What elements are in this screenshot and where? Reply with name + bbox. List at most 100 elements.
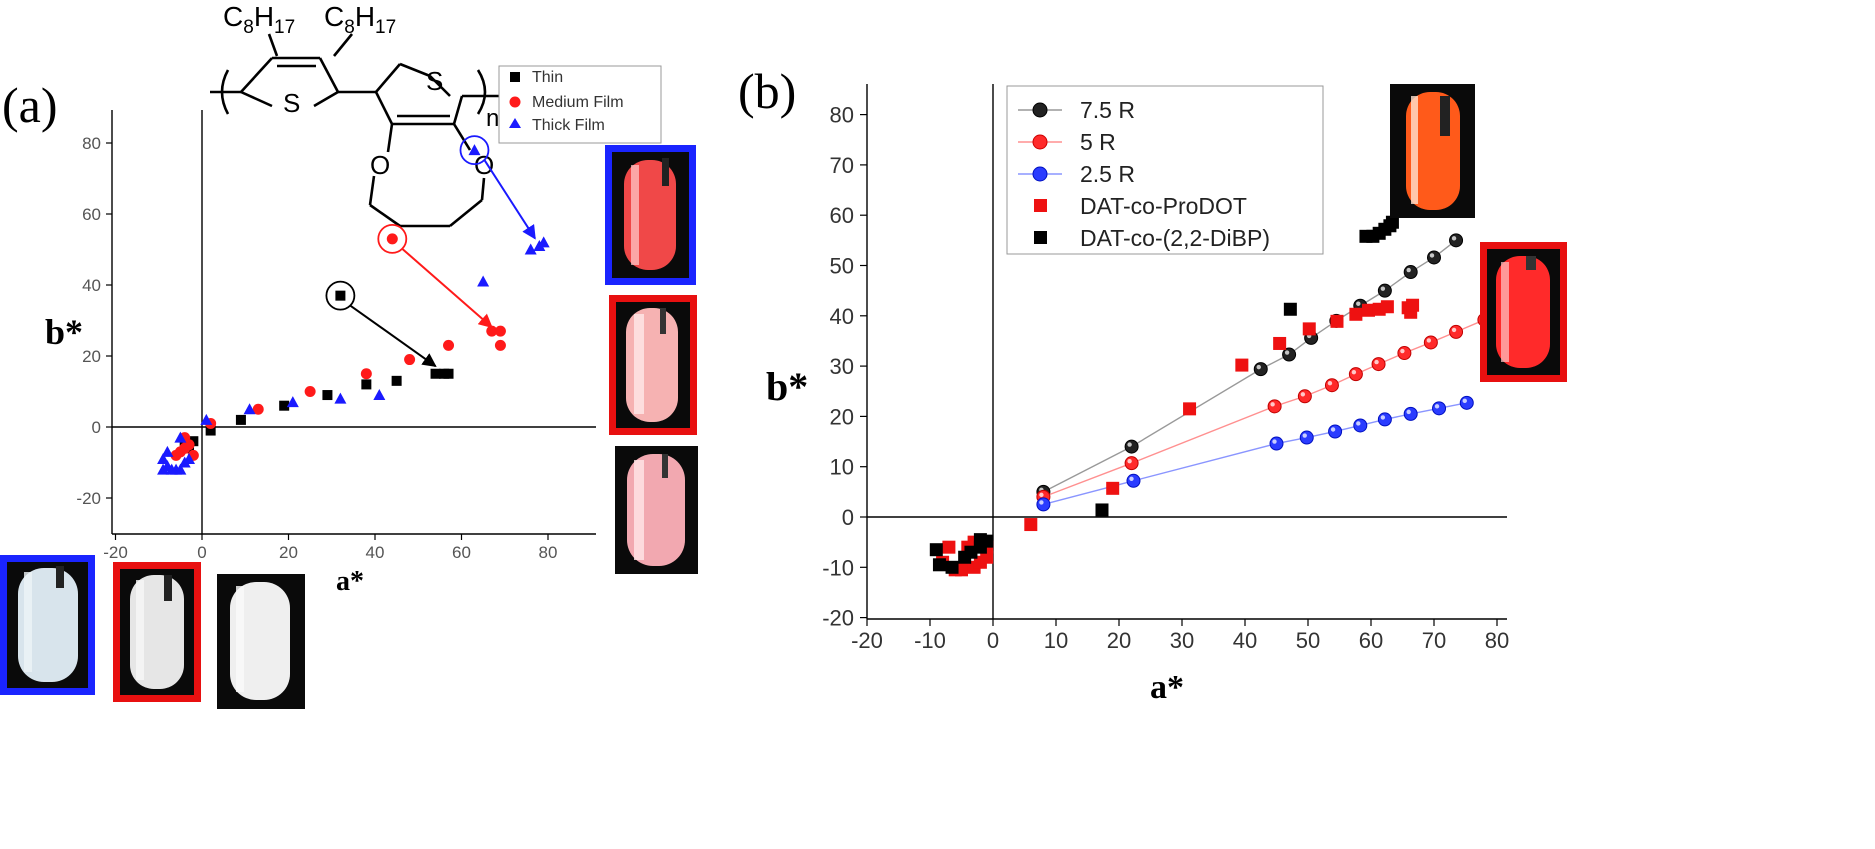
data-point bbox=[183, 452, 196, 464]
data-point-highlight bbox=[1451, 327, 1457, 333]
data-point bbox=[1403, 265, 1418, 280]
data-point bbox=[1235, 358, 1249, 372]
data-point bbox=[537, 236, 550, 248]
data-point bbox=[980, 534, 994, 548]
data-point bbox=[1449, 324, 1464, 339]
y-tick-label: 10 bbox=[830, 455, 854, 480]
data-point bbox=[1299, 430, 1314, 445]
substituent-right-label: C8H17 bbox=[324, 1, 396, 38]
data-point bbox=[524, 243, 537, 255]
data-point-highlight bbox=[1462, 398, 1467, 404]
legend-swatch-r25 bbox=[1032, 166, 1048, 182]
panel-a-y-axis-title: b* bbox=[45, 312, 83, 352]
series-1 bbox=[1036, 312, 1492, 504]
vial-photo-thin-colored bbox=[615, 446, 698, 574]
data-point-highlight bbox=[1380, 286, 1386, 291]
vial-photo-dibp-colored bbox=[1480, 242, 1567, 382]
annotation-arrow bbox=[349, 304, 437, 368]
legend-swatch-thick bbox=[509, 118, 521, 128]
legend-label-thick: Thick Film bbox=[532, 117, 605, 134]
panel-a-axes bbox=[111, 110, 596, 535]
x-tick-label: -10 bbox=[914, 628, 946, 653]
data-point bbox=[200, 413, 213, 425]
x-tick-label: 0 bbox=[987, 628, 999, 653]
y-tick-label: 0 bbox=[842, 505, 854, 530]
sulfur-left-label: S bbox=[283, 88, 300, 118]
data-point-highlight bbox=[1356, 421, 1361, 426]
data-point bbox=[1380, 300, 1394, 314]
data-point-highlight bbox=[1039, 500, 1044, 505]
y-tick-label: 80 bbox=[830, 103, 854, 128]
data-point-highlight bbox=[1127, 442, 1132, 447]
panel-a: (a) C8H17 C8H17 bbox=[2, 1, 662, 597]
y-tick-label: 40 bbox=[82, 276, 101, 295]
data-point bbox=[1297, 389, 1312, 404]
highlight-point bbox=[468, 144, 481, 156]
data-point-highlight bbox=[1451, 236, 1457, 241]
y-tick-label: -10 bbox=[822, 555, 854, 580]
legend-swatch-dibp bbox=[1034, 231, 1047, 244]
sulfur-right-label: S bbox=[426, 66, 443, 96]
data-point bbox=[1124, 456, 1139, 471]
data-point bbox=[1397, 346, 1412, 361]
data-point bbox=[1328, 424, 1343, 439]
y-tick-label: 50 bbox=[830, 254, 854, 279]
data-point bbox=[1377, 412, 1392, 427]
data-point bbox=[1283, 302, 1297, 316]
data-point bbox=[1403, 406, 1418, 421]
legend-swatch-r5 bbox=[1032, 134, 1048, 150]
chemical-structure: C8H17 C8H17 bbox=[210, 1, 502, 228]
x-tick-label: 20 bbox=[1107, 628, 1131, 653]
y-tick-label: 60 bbox=[830, 203, 854, 228]
data-point bbox=[304, 386, 316, 397]
legend-swatch-r75 bbox=[1032, 102, 1048, 118]
oxygen-left-label: O bbox=[370, 150, 390, 180]
data-point bbox=[1349, 307, 1363, 321]
data-point bbox=[1267, 399, 1282, 414]
data-point bbox=[235, 414, 246, 425]
data-point-highlight bbox=[1272, 439, 1277, 444]
series-medium-film bbox=[170, 223, 506, 461]
x-tick-label: 80 bbox=[539, 543, 558, 562]
data-point bbox=[932, 558, 946, 572]
data-point bbox=[1124, 439, 1139, 454]
data-point-highlight bbox=[1330, 427, 1336, 432]
x-tick-label: 10 bbox=[1044, 628, 1068, 653]
data-point bbox=[942, 540, 956, 554]
vial-photo-medium-bleached bbox=[113, 562, 201, 702]
panel-a-legend: Thin Medium Film Thick Film bbox=[498, 65, 662, 144]
data-point bbox=[1423, 335, 1438, 350]
legend-label-dibp: DAT-co-(2,2-DiBP) bbox=[1080, 225, 1270, 251]
data-point bbox=[443, 339, 455, 351]
data-point bbox=[174, 431, 187, 443]
panel-a-ticks: -20 0 20 40 60 80 -20 0 20 40 60 80 bbox=[76, 134, 557, 562]
x-tick-label: 60 bbox=[452, 543, 471, 562]
data-point-highlight bbox=[1374, 359, 1379, 365]
data-point bbox=[1406, 298, 1420, 312]
data-point bbox=[1353, 418, 1368, 433]
data-point bbox=[494, 339, 506, 351]
legend-box bbox=[498, 65, 662, 144]
annotation-arrow bbox=[483, 159, 536, 240]
vial-photo-thick-colored bbox=[605, 145, 696, 285]
data-point bbox=[404, 354, 416, 366]
data-point bbox=[334, 392, 347, 404]
highlight-circle bbox=[377, 223, 408, 254]
data-point bbox=[279, 400, 290, 411]
legend-label-medium: Medium Film bbox=[532, 94, 624, 111]
panel-b: (b) -20 -10 0 10 20 30 40 50 60 70 80 -20 -10 0 10 20 30… bbox=[738, 63, 1509, 706]
data-point bbox=[443, 368, 454, 379]
data-point bbox=[1427, 250, 1441, 265]
y-tick-label: 20 bbox=[82, 347, 101, 366]
series-3 bbox=[936, 298, 1420, 577]
x-tick-label: 20 bbox=[279, 543, 298, 562]
data-point bbox=[1282, 347, 1297, 362]
series-2 bbox=[1036, 395, 1474, 512]
x-tick-label: -20 bbox=[851, 628, 883, 653]
data-point bbox=[391, 375, 402, 386]
data-point bbox=[174, 463, 187, 475]
data-point bbox=[360, 368, 372, 380]
highlight-circle bbox=[459, 135, 490, 166]
data-point-highlight bbox=[1327, 381, 1333, 386]
